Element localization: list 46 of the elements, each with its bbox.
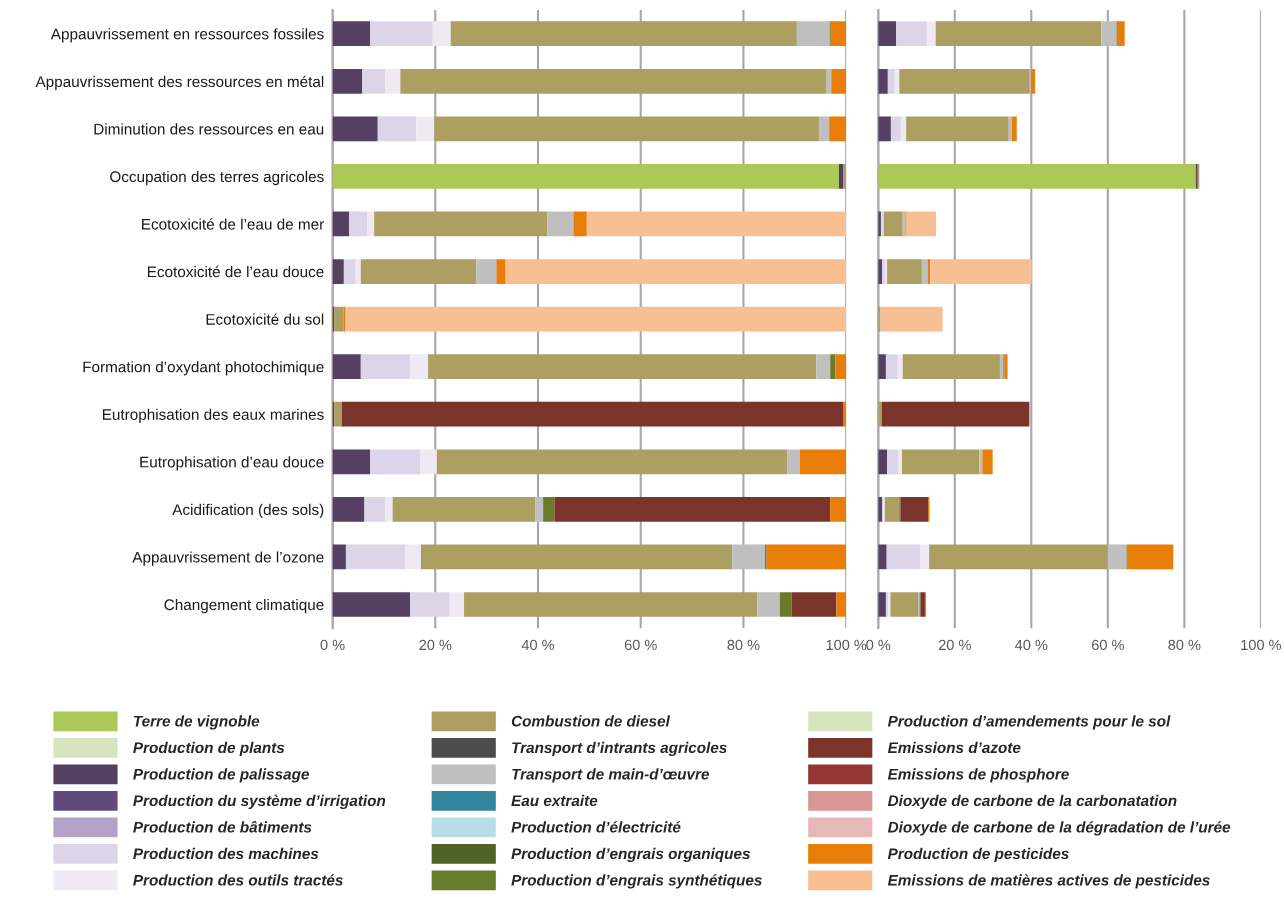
x-tick-label: 40 % [1015,639,1048,651]
x-tick-label: 60 % [1091,639,1124,651]
x-tick-label: 100 % [826,639,867,651]
x-tick-label: 100 % [1241,639,1282,651]
y-tick-label: Ecotoxicité de l’eau douce [147,265,324,278]
legend-label: Dioxyde de carbone de la carbonatation [887,794,1177,810]
y-tick-label: Formation d’oxydant photochimique [83,361,324,376]
legend-label: Combustion de diesel [511,715,671,727]
y-tick-label: Changement climatique [164,598,324,614]
legend-label: Transport d’intrants agricoles [512,741,727,757]
x-tick-label: 0 % [320,639,345,651]
legend-label: Production de palissage [133,768,310,783]
legend-label: Production d’engrais synthétiques [511,874,762,889]
legend-label: Dioxyde de carbone de la dégradation de l’urée [887,821,1231,836]
x-tick-label: 80 % [1168,639,1201,651]
y-tick-label: Appauvrissement de l’ozone [132,551,324,566]
legend-label: Production de pesticides [887,847,1069,863]
legend-label: Production d’engrais organiques [511,847,750,863]
legend-label: Terre de vignoble [133,715,260,730]
legend-label: Production d’amendements pour le sol [887,715,1171,730]
x-tick-label: 40 % [521,639,555,651]
y-tick-label: Diminution des ressources en eau [94,123,324,135]
x-tick-label: 80 % [727,639,760,651]
y-tick-label: Eutrophisation des eaux marines [102,408,324,423]
y-tick-label: Ecotoxicité du sol [206,313,324,325]
legend-label: Production d’électricité [511,821,681,833]
legend-label: Production des outils tractés [133,874,343,886]
legend-label: Eau extraite [511,794,598,807]
y-tick-label: Appauvrissement en ressources fossiles [50,28,324,43]
y-tick-label: Acidification (des sols) [172,503,324,519]
legend-label: Production de plants [133,741,285,757]
x-tick-label: 20 % [419,639,452,651]
x-tick-label: 60 % [624,639,657,651]
legend-label: Emissions d’azote [887,741,1021,754]
y-tick-label: Eutrophisation d’eau douce [140,456,324,471]
legend-label: Transport de main-d’œuvre [512,768,710,783]
legend-label: Emissions de matières actives de pesticides [887,874,1210,889]
x-tick-label: 20 % [938,639,971,651]
legend-label: Production du système d’irrigation [133,794,386,810]
y-tick-label: Appauvrissement des ressources en métal [35,75,324,91]
y-tick-label: Ecotoxicité de l’eau de mer [142,218,324,230]
x-tick-label: 0 % [866,639,891,651]
legend-label: Emissions de phosphore [887,768,1069,783]
legend-label: Production des machines [133,847,319,860]
legend-label: Production de bâtiments [133,821,312,833]
y-tick-label: Occupation des terres agricoles [110,170,324,186]
